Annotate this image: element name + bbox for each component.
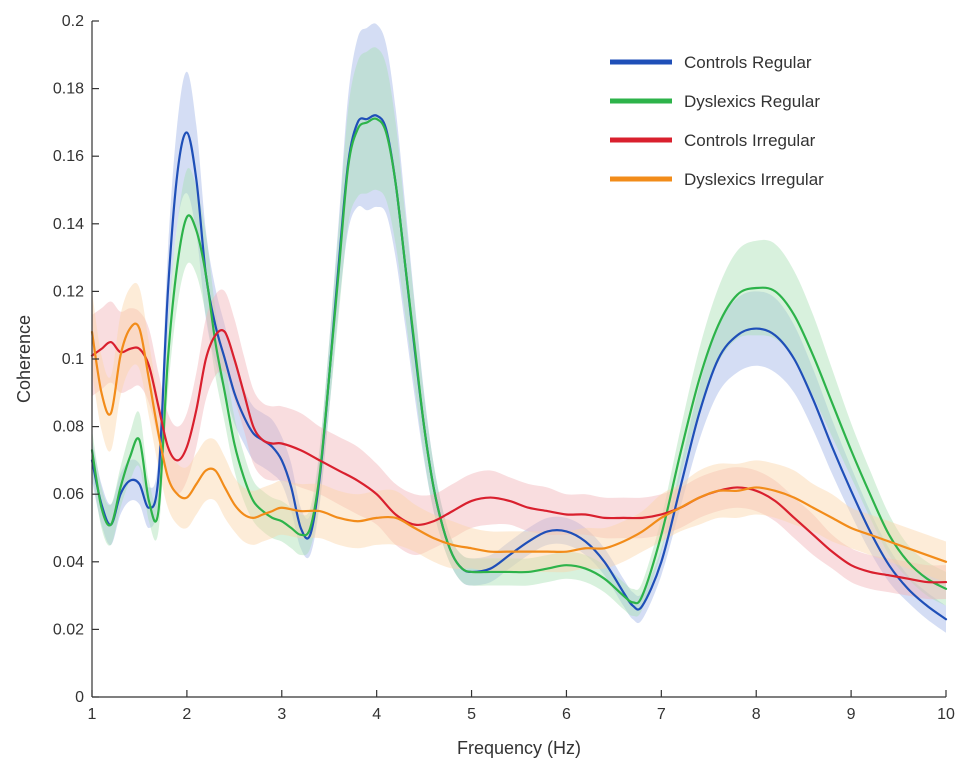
y-tick-label: 0.02	[53, 621, 84, 638]
y-tick-label: 0.04	[53, 554, 84, 571]
confidence-bands	[92, 23, 946, 633]
legend: Controls Regular Dyslexics Regular Control…	[610, 53, 824, 189]
series-lines	[90, 114, 948, 621]
line-dyslexics-irregular	[90, 322, 948, 563]
band-dyslexics-irregular	[92, 282, 946, 583]
legend-label: Controls Irregular	[684, 131, 816, 150]
band-controls-regular	[92, 23, 946, 633]
legend-label: Dyslexics Irregular	[684, 170, 824, 189]
y-axis-label: Coherence	[14, 315, 34, 403]
x-tick-label: 7	[657, 706, 666, 723]
x-tick-label: 2	[182, 706, 191, 723]
line-controls-irregular	[90, 329, 948, 584]
x-tick-label: 5	[467, 706, 476, 723]
legend-label: Controls Regular	[684, 53, 812, 72]
y-tick-label: 0.16	[53, 148, 84, 165]
x-tick-label: 6	[562, 706, 571, 723]
x-ticks: 1 2 3 4 5 6 7 8 9 10	[88, 690, 955, 723]
x-axis-label: Frequency (Hz)	[457, 738, 581, 758]
line-dyslexics-regular	[90, 117, 948, 605]
x-tick-label: 4	[372, 706, 381, 723]
y-tick-label: 0.14	[53, 216, 84, 233]
y-tick-label: 0.08	[53, 419, 84, 436]
x-tick-label: 8	[752, 706, 761, 723]
band-dyslexics-regular	[92, 47, 946, 617]
x-tick-label: 9	[847, 706, 856, 723]
y-ticks: 0 0.02 0.04 0.06 0.08 0.1 0.12 0.14 0.16 0.18 0.2	[53, 13, 99, 706]
y-tick-label: 0.06	[53, 486, 84, 503]
y-tick-label: 0.18	[53, 81, 84, 98]
y-tick-label: 0.12	[53, 283, 84, 300]
legend-label: Dyslexics Regular	[684, 92, 820, 111]
x-tick-label: 10	[937, 706, 955, 723]
x-tick-label: 1	[88, 706, 97, 723]
x-tick-label: 3	[277, 706, 286, 723]
y-tick-label: 0.1	[62, 351, 84, 368]
y-tick-label: 0.2	[62, 13, 84, 30]
y-tick-label: 0	[75, 689, 84, 706]
